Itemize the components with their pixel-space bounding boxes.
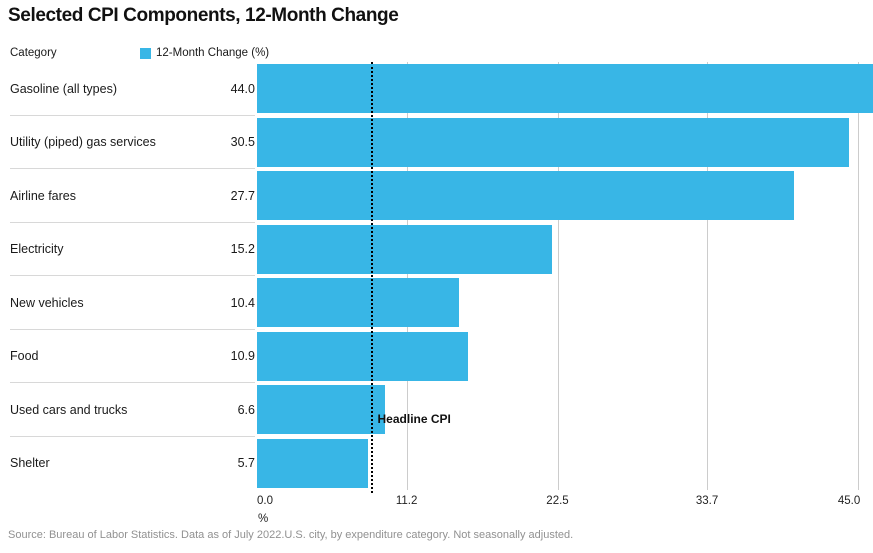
- bar: [257, 278, 459, 327]
- bar: [257, 117, 849, 167]
- bar: [257, 331, 469, 381]
- x-axis-unit-label: %: [258, 513, 269, 525]
- chart-row-new-vehicles: New vehicles 10.4: [0, 275, 873, 330]
- value-label: 6.6: [237, 402, 255, 417]
- category-label: Electricity: [10, 242, 64, 257]
- chart-row-gasoline: Gasoline (all types) 44.0: [0, 62, 873, 116]
- x-gridline: [557, 62, 559, 490]
- bar: [257, 171, 795, 220]
- category-label: Food: [10, 349, 39, 364]
- value-label: 44.0: [230, 81, 255, 96]
- category-column-header: Category: [10, 47, 57, 59]
- chart-row-electricity: Electricity 15.2: [0, 221, 873, 277]
- x-gridline: [707, 62, 709, 490]
- legend-series-label: 12-Month Change (%): [156, 47, 270, 59]
- chart-title: Selected CPI Components, 12-Month Change: [8, 5, 399, 26]
- value-label: 10.9: [230, 349, 255, 364]
- legend-color-swatch: [140, 48, 151, 59]
- x-tick-label: 22.5: [546, 495, 569, 507]
- source-note: Source: Bureau of Labor Statistics. Data…: [8, 529, 574, 541]
- headline-cpi-label: Headline CPI: [377, 412, 451, 426]
- legend-row: Category 12-Month Change (%): [0, 46, 873, 62]
- chart-row-used-cars: Used cars and trucks 6.6: [0, 382, 873, 437]
- headline-cpi-reference-line: [370, 62, 373, 493]
- plot-area: Headline CPI % 0.0 11.2 22.5 33.7 45.0: [257, 62, 860, 525]
- chart-row-shelter: Shelter 5.7: [0, 435, 873, 491]
- bar: [257, 224, 552, 274]
- x-tick-label: 11.2: [395, 495, 418, 507]
- chart-row-airline-fares: Airline fares 27.7: [0, 168, 873, 223]
- x-tick-label: 33.7: [695, 495, 719, 507]
- chart-row-utility-gas: Utility (piped) gas services 30.5: [0, 114, 873, 170]
- x-tick-label: 45.0: [837, 495, 861, 507]
- x-tick-label: 0.0: [257, 495, 273, 507]
- bar: [257, 438, 368, 488]
- bar: [257, 385, 386, 434]
- category-label: Gasoline (all types): [10, 81, 117, 96]
- x-gridline: [406, 62, 408, 490]
- value-label: 30.5: [230, 135, 255, 150]
- category-label: Utility (piped) gas services: [10, 135, 156, 150]
- category-label: New vehicles: [10, 295, 84, 310]
- category-label: Used cars and trucks: [10, 402, 128, 417]
- x-gridline: [858, 62, 859, 490]
- category-label: Airline fares: [10, 188, 76, 203]
- category-label: Shelter: [10, 456, 50, 471]
- value-label: 27.7: [230, 188, 255, 203]
- value-label: 10.4: [230, 295, 255, 310]
- value-label: 5.7: [237, 456, 255, 471]
- value-label: 15.2: [230, 242, 255, 257]
- bar: [257, 64, 873, 113]
- bar-rows: Gasoline (all types) 44.0 Utility (piped…: [0, 62, 873, 490]
- chart-row-food: Food 10.9: [0, 328, 873, 384]
